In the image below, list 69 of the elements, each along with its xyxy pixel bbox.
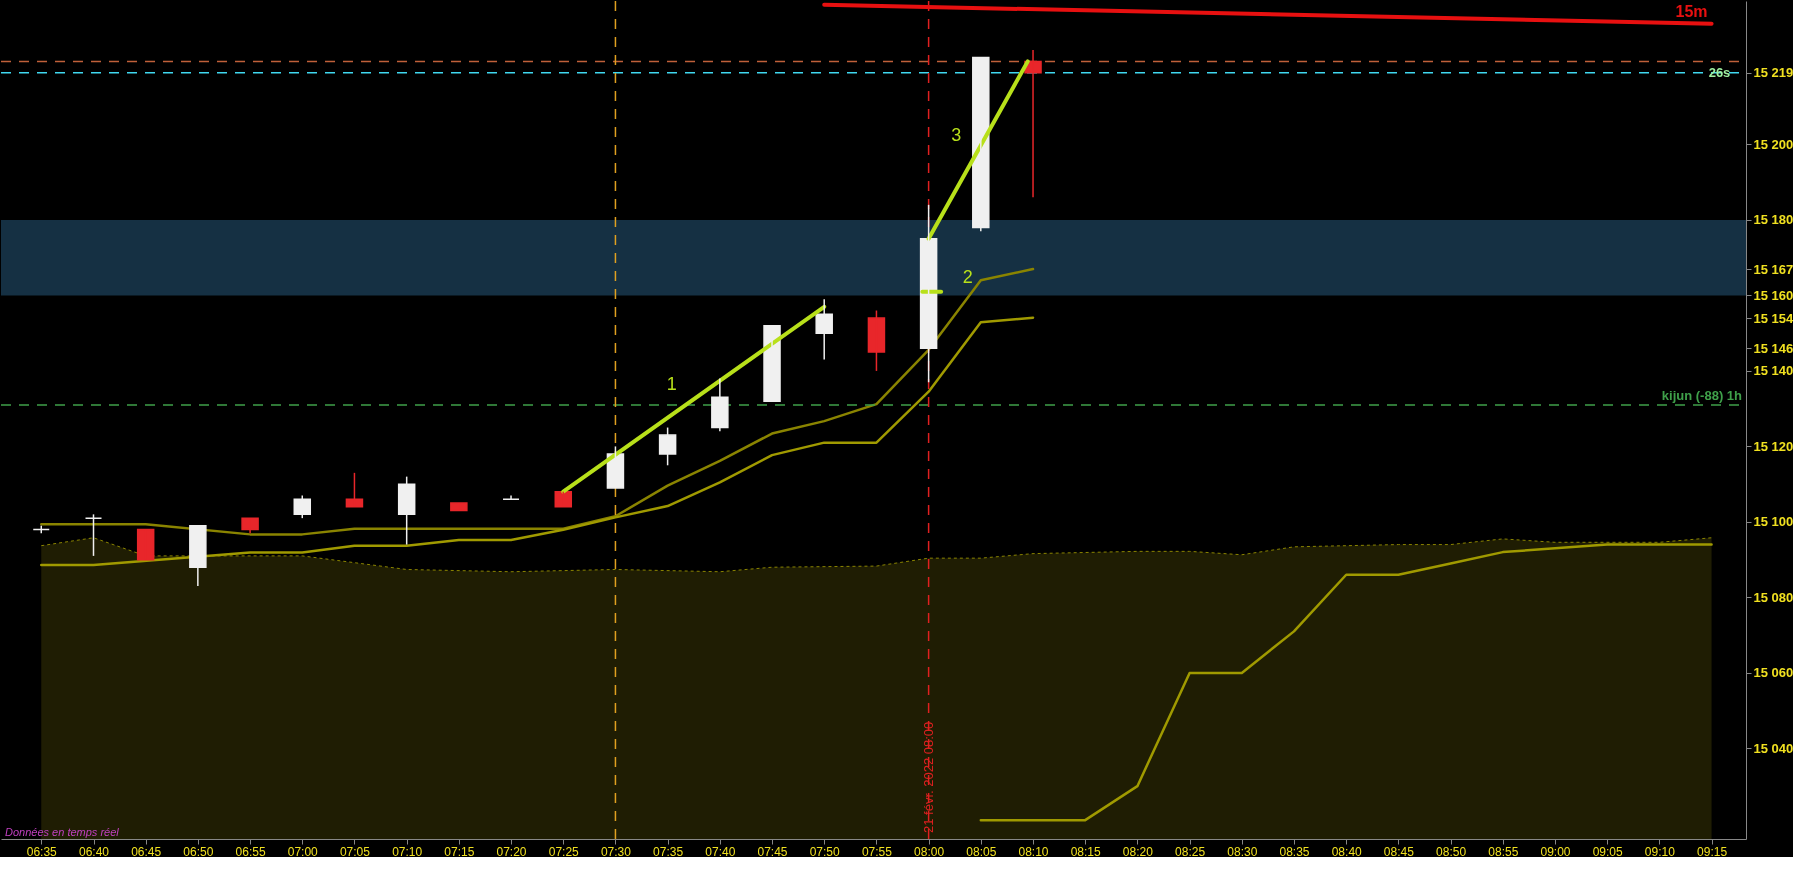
y-tick-label: 15 200 [1753,136,1794,152]
candlestick [84,513,103,557]
series-label: 15m [1675,2,1708,20]
x-tick-label: 09:05 [1592,844,1623,859]
x-tick-label: 06:35 [26,844,58,859]
x-tick-label: 07:35 [653,844,684,859]
series-label: 1 [666,374,677,395]
candlestick [241,517,259,534]
x-tick-label: 07:45 [757,844,788,859]
candlestick [450,502,468,512]
x-tick-label: 08:45 [1383,844,1415,859]
x-tick-label: 07:30 [600,844,632,859]
x-tick-label: 09:15 [1697,844,1728,859]
x-tick-label: 07:00 [287,844,319,859]
candlestick [189,524,207,587]
x-tick-label: 08:35 [1279,844,1310,859]
y-tick-label: 15 160 [1753,287,1794,303]
x-tick-label: 06:40 [78,844,110,859]
candlestick [136,528,155,561]
x-tick-label: 08:15 [1070,844,1102,859]
x-tick-label: 08:50 [1436,844,1467,859]
candlestick [397,475,416,546]
candlestick [502,494,520,501]
x-tick-label: 08:55 [1488,844,1519,859]
x-tick-label: 06:55 [235,844,266,859]
y-tick-label: 15 180 [1753,212,1794,228]
series-label: 2 [962,266,973,287]
line-series [40,316,1035,567]
line-series [979,543,1713,822]
x-tick-label: 07:20 [496,844,527,859]
annotation: Données en temps réel [5,826,120,838]
x-tick-label: 07:15 [444,844,475,859]
x-tick-label: 07:05 [339,844,371,859]
y-tick-label: 15 060 [1753,665,1794,681]
x-tick-label: 08:00 [914,844,945,859]
candlestick [763,324,781,402]
x-tick-label: 06:45 [131,844,162,859]
y-tick-label: 15 154 [1753,310,1795,326]
x-tick-label: 09:10 [1644,844,1676,859]
y-tick-label: 15 146 [1753,340,1794,356]
ref-line-label: kijun (-88) 1h [1661,387,1743,403]
x-tick-label: 07:25 [548,844,580,859]
x-tick-label: 07:10 [392,844,423,859]
x-tick-label: 07:50 [809,844,841,859]
candlestick [815,298,833,361]
annotation: 26s [1708,64,1731,80]
x-tick-label: 07:55 [861,844,893,859]
x-tick-label: 06:50 [183,844,214,859]
x-tick-label: 07:40 [705,844,736,859]
line-series [40,267,1035,536]
candlestick [345,472,364,508]
x-tick-label: 08:20 [1122,844,1154,859]
x-tick-label: 08:25 [1175,844,1206,859]
x-tick-label: 08:30 [1227,844,1258,859]
y-tick-label: 15 100 [1753,514,1794,530]
y-tick-label: 15 219 [1753,65,1794,81]
candlestick [867,309,886,372]
series-label: 3 [951,125,962,146]
y-tick-label: 15 167 [1753,261,1794,277]
y-tick-label: 15 040 [1753,740,1794,756]
x-tick-label: 08:40 [1331,844,1363,859]
x-tick-label: 08:10 [1018,844,1049,859]
candlestick [711,377,729,433]
y-tick-label: 15 140 [1753,363,1794,379]
y-tick-label: 15 080 [1753,589,1794,605]
x-tick-label: 09:00 [1540,844,1571,859]
y-tick-label: 15 120 [1753,438,1794,454]
x-tick-label: 08:05 [966,844,997,859]
candlestick [658,426,677,467]
